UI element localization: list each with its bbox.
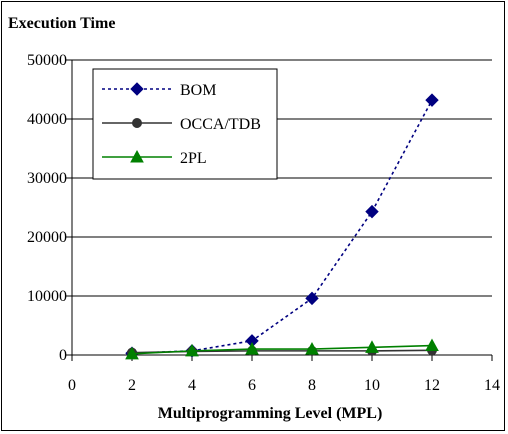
data-point-2pl bbox=[245, 342, 259, 355]
legend-label-bom: BOM bbox=[180, 82, 216, 99]
data-point-2pl bbox=[185, 343, 199, 357]
data-point-2pl bbox=[125, 346, 139, 360]
data-point-2pl bbox=[365, 340, 379, 353]
legend-marker-occa-tdb bbox=[132, 118, 142, 128]
y-tick-label: 0 bbox=[59, 347, 67, 364]
data-point-2pl bbox=[305, 342, 319, 355]
data-point-bom bbox=[365, 204, 379, 219]
legend-marker-2pl bbox=[130, 149, 144, 163]
x-tick-label: 8 bbox=[308, 377, 316, 394]
data-point-2pl bbox=[425, 338, 439, 352]
chart-title: Execution Time bbox=[8, 15, 115, 32]
x-tick-label: 12 bbox=[424, 377, 440, 394]
x-tick-label: 10 bbox=[364, 377, 380, 394]
data-point-bom bbox=[425, 93, 439, 107]
y-tick-label: 50000 bbox=[27, 52, 67, 69]
legend-label-occa-tdb: OCCA/TDB bbox=[180, 116, 261, 133]
legend-box bbox=[92, 68, 278, 180]
legend-label-2pl: 2PL bbox=[180, 150, 207, 167]
data-point-bom bbox=[305, 291, 319, 306]
y-tick-label: 10000 bbox=[27, 288, 67, 305]
x-tick-label: 0 bbox=[68, 377, 76, 394]
y-tick-label: 40000 bbox=[27, 111, 67, 128]
x-tick-label: 6 bbox=[248, 377, 256, 394]
y-tick-label: 30000 bbox=[27, 170, 67, 187]
x-tick-label: 4 bbox=[188, 377, 196, 394]
x-tick-label: 14 bbox=[484, 377, 500, 394]
legend-marker-bom bbox=[130, 82, 144, 96]
series-line-2pl bbox=[131, 344, 433, 355]
x-tick-label: 2 bbox=[128, 377, 136, 394]
y-tick-label: 20000 bbox=[27, 229, 67, 246]
x-axis-label: Multiprogramming Level (MPL) bbox=[158, 405, 383, 422]
